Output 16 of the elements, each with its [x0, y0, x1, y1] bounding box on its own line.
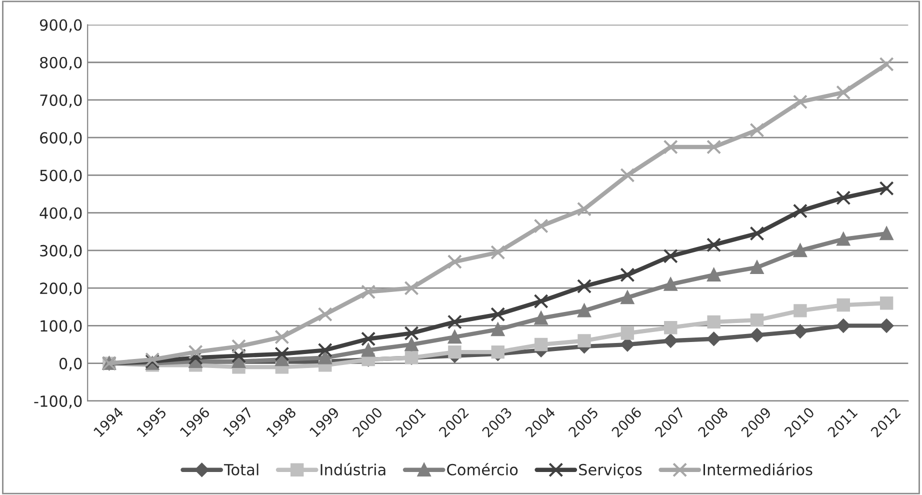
- y-tick-label: 100,0: [40, 320, 82, 334]
- legend-label: Total: [224, 464, 258, 476]
- y-tick-label: 800,0: [40, 56, 82, 70]
- y-tick-label: 300,0: [40, 244, 82, 258]
- y-tick-label: 600,0: [40, 132, 82, 146]
- y-tick-label: 900,0: [40, 19, 82, 32]
- y-tick-label: -100,0: [34, 395, 82, 409]
- y-tick-label: 400,0: [40, 207, 82, 220]
- y-tick-label: 500,0: [40, 170, 82, 183]
- legend-label: Indústria: [320, 462, 386, 476]
- y-tick-label: 0,0: [59, 358, 82, 371]
- legend-label: Comércio: [447, 462, 518, 476]
- y-tick-label: 200,0: [40, 282, 82, 296]
- legend-label: Intermediários: [704, 462, 812, 476]
- legend-label: Serviços: [579, 464, 642, 478]
- y-tick-label: 700,0: [40, 94, 82, 108]
